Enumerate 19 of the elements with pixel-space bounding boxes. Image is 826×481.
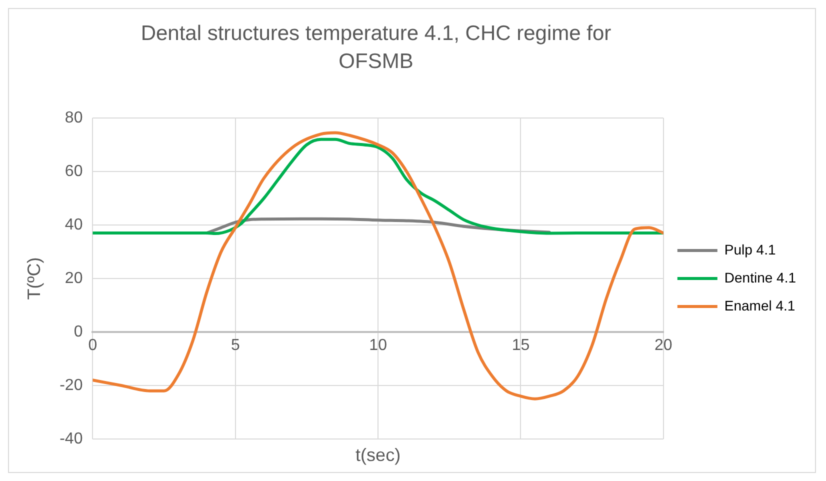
y-tick-label: 80 <box>64 109 83 126</box>
y-tick-label: 40 <box>64 216 83 234</box>
x-tick-label: 10 <box>369 337 388 354</box>
y-tick-label: -40 <box>60 430 83 448</box>
y-tick-label: 0 <box>74 323 83 340</box>
legend-label: Pulp 4.1 <box>724 241 776 258</box>
x-axis-title: t(sec) <box>356 444 401 465</box>
legend-label: Enamel 4.1 <box>724 297 796 314</box>
line-series <box>92 138 664 236</box>
y-axis-title: T(ºC) <box>24 257 44 300</box>
x-tick-label: 15 <box>512 337 530 354</box>
x-tick-label: 0 <box>88 337 98 354</box>
y-tick-label: 60 <box>64 162 83 180</box>
x-tick-label: 5 <box>230 337 240 354</box>
legend-label: Dentine 4.1 <box>724 269 796 286</box>
y-tick-label: -20 <box>60 376 83 394</box>
y-tick-label: 20 <box>64 270 83 287</box>
x-tick-label: 20 <box>654 337 672 354</box>
chart-title: Dental structures temperature 4.1, CHC regime for OFSMB <box>140 21 612 75</box>
